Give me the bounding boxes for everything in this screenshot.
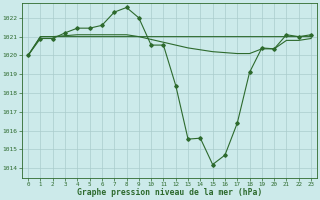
X-axis label: Graphe pression niveau de la mer (hPa): Graphe pression niveau de la mer (hPa) xyxy=(77,188,262,197)
